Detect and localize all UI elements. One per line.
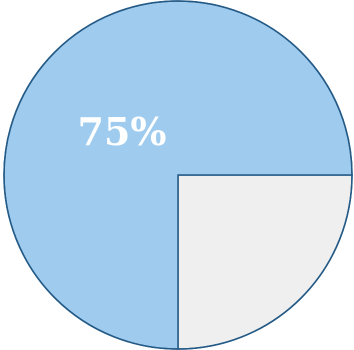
pie-slices xyxy=(3,0,353,350)
slice-label-75-percent: 75% xyxy=(78,109,167,154)
pie-slice-25 xyxy=(177,174,353,350)
pie-outline xyxy=(3,0,353,350)
